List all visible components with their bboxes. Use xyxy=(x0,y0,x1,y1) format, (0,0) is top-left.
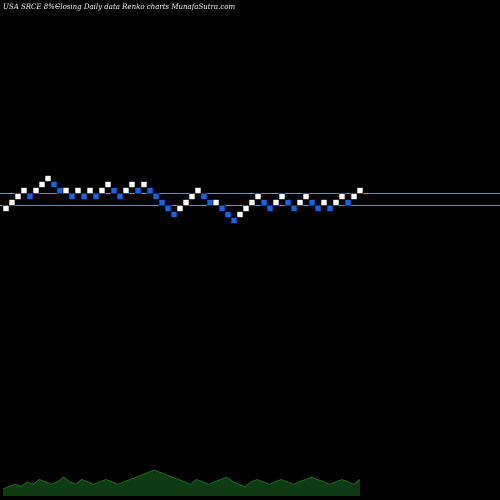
renko-brick-up xyxy=(20,187,28,194)
renko-brick-up xyxy=(332,199,340,206)
renko-brick-down xyxy=(26,193,34,200)
renko-brick-down xyxy=(116,193,124,200)
renko-brick-down xyxy=(218,205,226,212)
volume-area xyxy=(3,470,360,496)
renko-brick-up xyxy=(8,199,16,206)
renko-brick-up xyxy=(140,181,148,188)
renko-brick-up xyxy=(350,193,358,200)
renko-brick-up xyxy=(194,187,202,194)
renko-brick-up xyxy=(236,211,244,218)
renko-brick-up xyxy=(242,205,250,212)
renko-brick-up xyxy=(212,199,220,206)
renko-brick-down xyxy=(158,199,166,206)
chart-description: Closing Daily data Renko charts MunafaSu… xyxy=(55,3,235,11)
renko-brick-up xyxy=(2,205,10,212)
renko-brick-down xyxy=(314,205,322,212)
renko-brick-up xyxy=(296,199,304,206)
renko-brick-down xyxy=(224,211,232,218)
renko-brick-down xyxy=(146,187,154,194)
renko-brick-down xyxy=(284,199,292,206)
renko-bricks xyxy=(2,175,364,224)
renko-brick-up xyxy=(128,181,136,188)
renko-brick-up xyxy=(254,193,262,200)
renko-brick-down xyxy=(260,199,268,206)
renko-brick-up xyxy=(302,193,310,200)
renko-brick-up xyxy=(356,187,364,194)
renko-brick-up xyxy=(338,193,346,200)
renko-brick-up xyxy=(176,205,184,212)
renko-brick-down xyxy=(230,217,238,224)
renko-brick-up xyxy=(272,199,280,206)
renko-brick-down xyxy=(152,193,160,200)
renko-brick-down xyxy=(164,205,172,212)
renko-brick-down xyxy=(326,205,334,212)
renko-brick-up xyxy=(122,187,130,194)
renko-brick-down xyxy=(134,187,142,194)
renko-brick-down xyxy=(80,193,88,200)
renko-brick-down xyxy=(200,193,208,200)
renko-brick-down xyxy=(290,205,298,212)
renko-brick-down xyxy=(56,187,64,194)
renko-brick-up xyxy=(98,187,106,194)
renko-brick-down xyxy=(68,193,76,200)
renko-brick-up xyxy=(32,187,40,194)
renko-brick-up xyxy=(86,187,94,194)
renko-brick-up xyxy=(248,199,256,206)
renko-brick-up xyxy=(320,199,328,206)
renko-brick-up xyxy=(44,175,52,182)
renko-brick-down xyxy=(206,199,214,206)
renko-brick-up xyxy=(278,193,286,200)
renko-brick-up xyxy=(74,187,82,194)
renko-brick-down xyxy=(170,211,178,218)
renko-brick-up xyxy=(38,181,46,188)
renko-brick-down xyxy=(92,193,100,200)
renko-brick-up xyxy=(182,199,190,206)
renko-brick-up xyxy=(14,193,22,200)
chart-symbol: USA SRCE 8%~ xyxy=(3,3,61,11)
renko-brick-up xyxy=(188,193,196,200)
volume-panel xyxy=(2,469,361,496)
volume-line xyxy=(2,469,361,490)
renko-brick-up xyxy=(104,181,112,188)
renko-brick-down xyxy=(110,187,118,194)
renko-brick-up xyxy=(62,187,70,194)
renko-brick-down xyxy=(50,181,58,188)
renko-brick-down xyxy=(308,199,316,206)
renko-brick-down xyxy=(266,205,274,212)
renko-brick-down xyxy=(344,199,352,206)
